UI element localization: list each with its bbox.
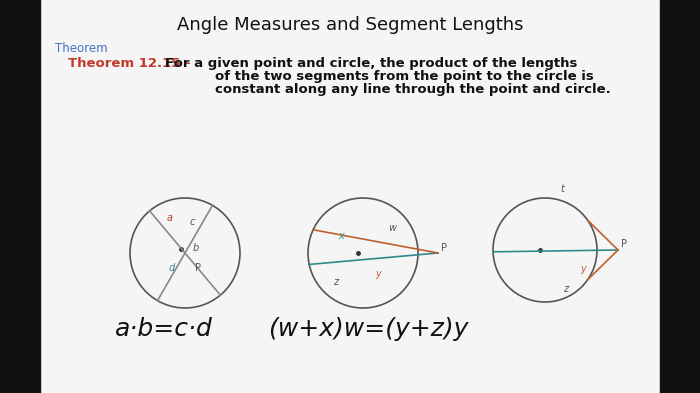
Text: Theorem: Theorem [55,42,108,55]
Text: For a given point and circle, the product of the lengths: For a given point and circle, the produc… [165,57,578,70]
Text: b: b [193,243,199,253]
Text: w: w [388,223,396,233]
Text: of the two segments from the point to the circle is: of the two segments from the point to th… [215,70,594,83]
Text: t: t [560,184,564,194]
Text: x: x [338,231,344,241]
Text: a: a [167,213,173,223]
Text: y: y [375,269,381,279]
Text: Theorem 12.15 -: Theorem 12.15 - [68,57,195,70]
Bar [660,0,700,393]
Text: c: c [190,217,195,227]
Text: y: y [580,264,586,274]
Text: z: z [333,277,338,287]
Text: d: d [169,263,175,273]
Text: constant along any line through the point and circle.: constant along any line through the poin… [215,83,610,96]
Bar [0,0,40,393]
Text: Angle Measures and Segment Lengths: Angle Measures and Segment Lengths [176,16,524,34]
Text: P: P [195,263,201,273]
Text: a·b=c·d: a·b=c·d [115,317,213,341]
Text: z: z [563,284,568,294]
Text: P: P [441,243,447,253]
Text: (w+x)w=(y+z)y: (w+x)w=(y+z)y [268,317,468,341]
Text: P: P [621,239,627,249]
